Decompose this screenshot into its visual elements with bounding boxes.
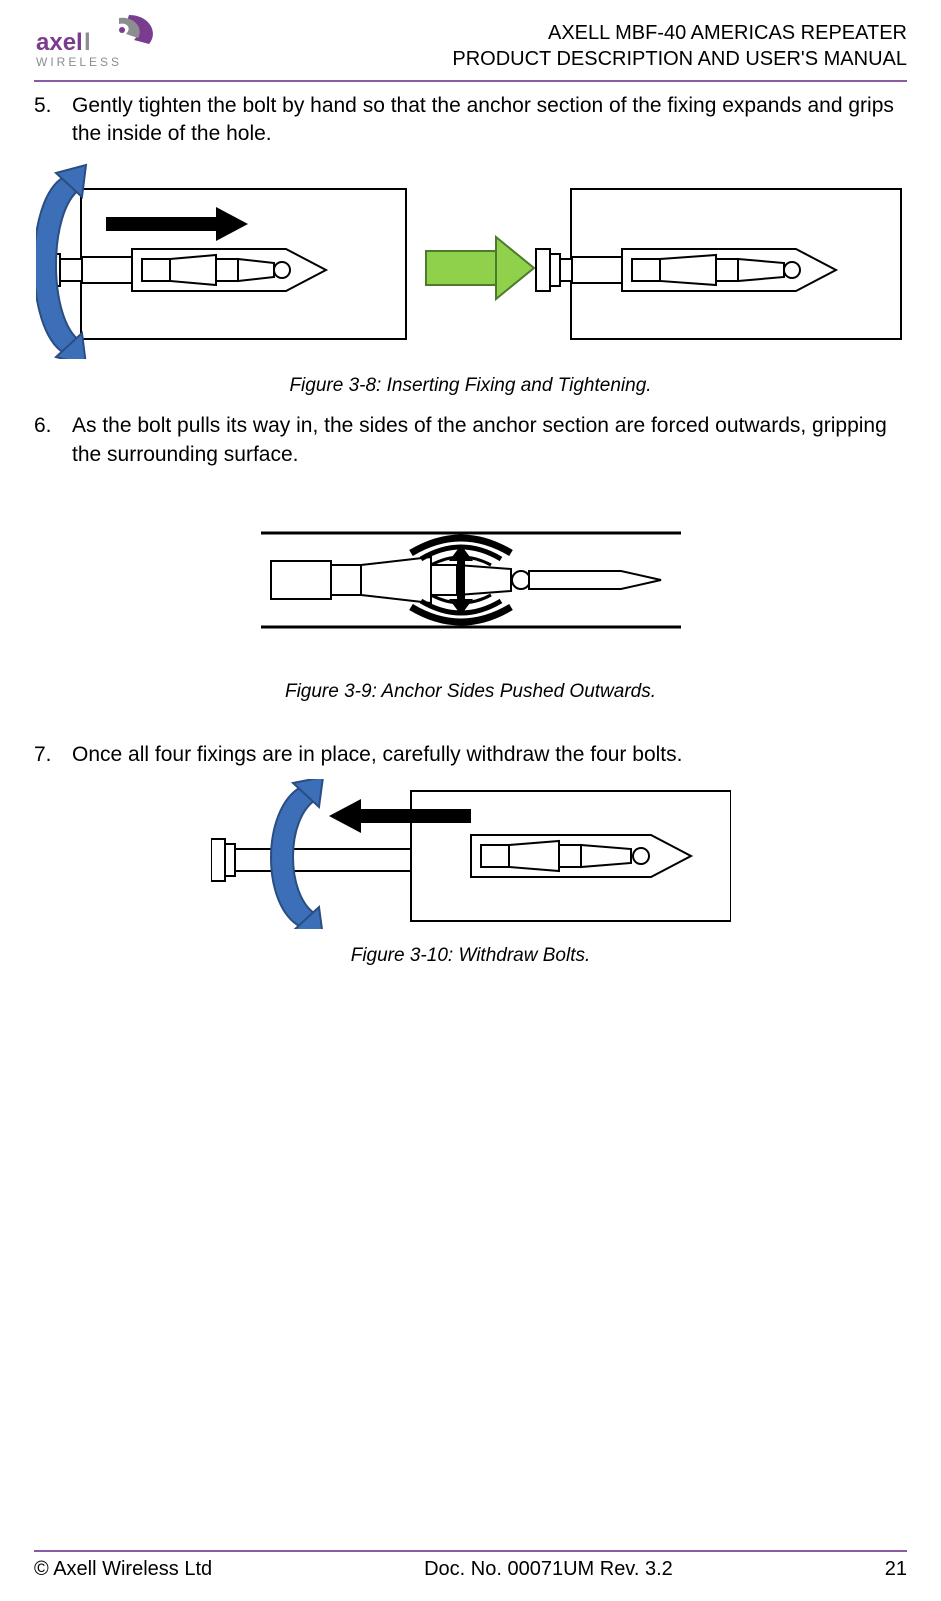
header-line-2: PRODUCT DESCRIPTION AND USER'S MANUAL xyxy=(452,46,907,72)
step-number: 6. xyxy=(34,412,72,469)
figure-3-8-svg xyxy=(36,159,906,359)
svg-text:l: l xyxy=(84,29,91,56)
figure-3-8 xyxy=(34,159,907,359)
step-6: 6. As the bolt pulls its way in, the sid… xyxy=(34,412,907,469)
brand-logo: axel l WIRELESS xyxy=(34,12,184,72)
step-number: 5. xyxy=(34,92,72,149)
figure-3-9-caption: Figure 3-9: Anchor Sides Pushed Outwards… xyxy=(34,679,907,705)
figure-3-8-caption: Figure 3-8: Inserting Fixing and Tighten… xyxy=(34,373,907,399)
header-title: AXELL MBF-40 AMERICAS REPEATER PRODUCT D… xyxy=(452,20,907,72)
header-line-1: AXELL MBF-40 AMERICAS REPEATER xyxy=(452,20,907,46)
step-text: Once all four fixings are in place, care… xyxy=(72,741,907,769)
step-number: 7. xyxy=(34,741,72,769)
figure-3-9 xyxy=(34,515,907,645)
figure-3-9-svg xyxy=(261,515,681,645)
page-footer: © Axell Wireless Ltd Doc. No. 00071UM Re… xyxy=(34,1550,907,1581)
header-rule xyxy=(34,80,907,82)
figure-3-10 xyxy=(34,779,907,929)
footer-center: Doc. No. 00071UM Rev. 3.2 xyxy=(424,1558,673,1581)
step-text: Gently tighten the bolt by hand so that … xyxy=(72,92,907,149)
svg-text:axel: axel xyxy=(36,29,83,56)
footer-rule xyxy=(34,1550,907,1552)
step-7: 7. Once all four fixings are in place, c… xyxy=(34,741,907,769)
figure-3-10-caption: Figure 3-10: Withdraw Bolts. xyxy=(34,943,907,969)
page: axel l WIRELESS AXELL MBF-40 AMERICAS RE… xyxy=(0,0,941,1601)
footer-right: 21 xyxy=(885,1558,907,1581)
footer-left: © Axell Wireless Ltd xyxy=(34,1558,212,1581)
figure-3-10-svg xyxy=(211,779,731,929)
svg-text:WIRELESS: WIRELESS xyxy=(36,55,122,69)
transition-arrow-icon xyxy=(426,237,534,299)
page-header: axel l WIRELESS AXELL MBF-40 AMERICAS RE… xyxy=(34,12,907,80)
step-text: As the bolt pulls its way in, the sides … xyxy=(72,412,907,469)
page-body: 5. Gently tighten the bolt by hand so th… xyxy=(34,92,907,1550)
step-5: 5. Gently tighten the bolt by hand so th… xyxy=(34,92,907,149)
